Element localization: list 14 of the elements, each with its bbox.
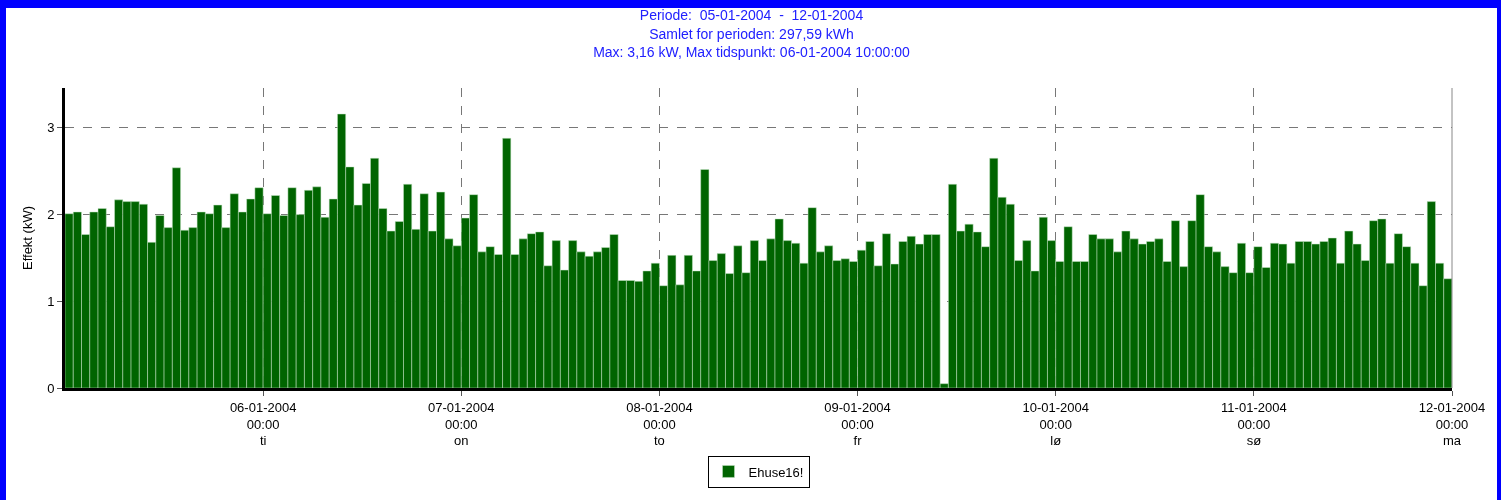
y-tick-label: 3 (47, 120, 55, 136)
y-tick-label: 0 (47, 380, 55, 396)
chart-title: Periode: 05-01-2004 - 12-01-2004 Samlet for perioden: 297,59 kWh Max: 3,16 kW, Max tidspunkt: 06-01-2004 10:00:00 (593, 7, 911, 60)
x-tick-label: 09-01-2004 00:00 fr (824, 399, 891, 449)
x-tick-label: 08-01-2004 00:00 to (626, 399, 693, 449)
x-tick-label: 10-01-2004 00:00 lø (1022, 399, 1089, 449)
y-tick-label: 2 (47, 207, 55, 223)
y-axis-title: Effekt (kW) (20, 205, 36, 271)
legend-label: Ehuse16! (748, 464, 804, 480)
x-tick-label: 06-01-2004 00:00 ti (229, 399, 297, 449)
x-tick-label: 12-01-2004 00:00 ma (1418, 399, 1486, 449)
x-tick-label: 07-01-2004 00:00 on (428, 399, 495, 449)
y-tick-label: 1 (47, 293, 55, 309)
x-tick-label: 11-01-2004 00:00 sø (1221, 399, 1287, 449)
